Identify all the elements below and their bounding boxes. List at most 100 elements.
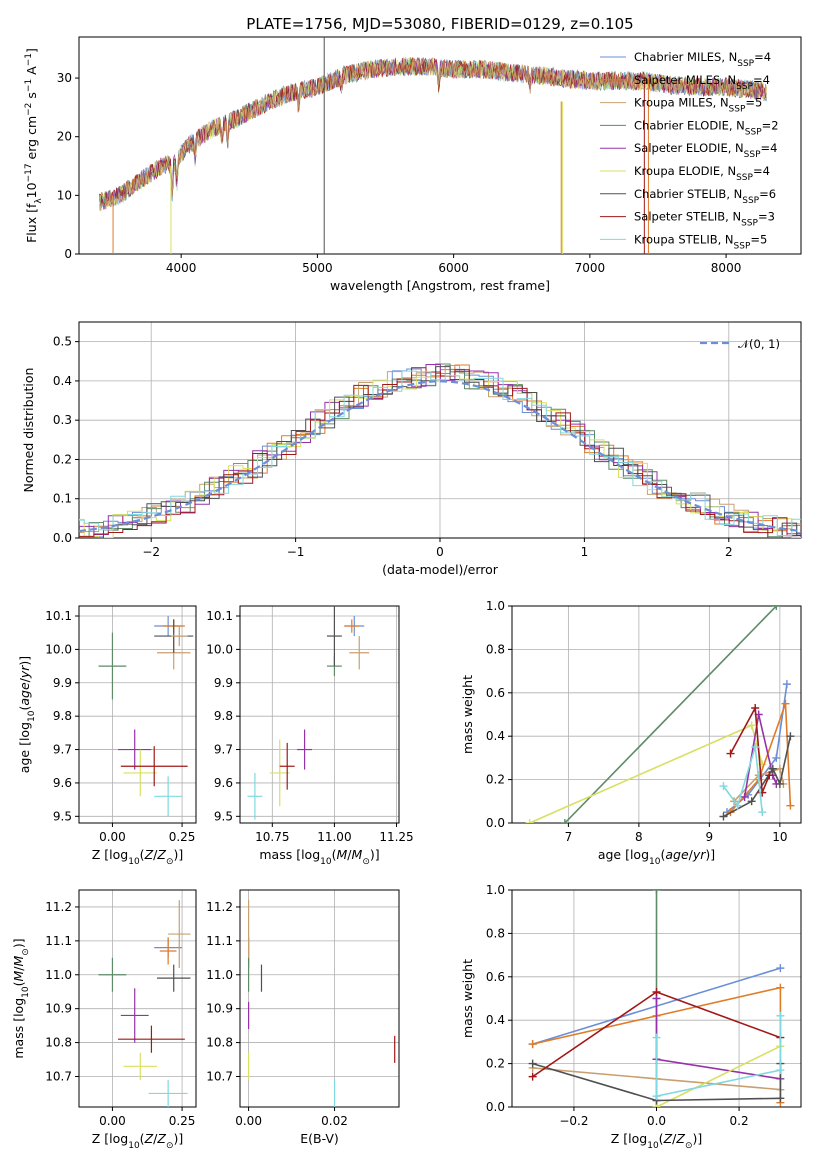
y-tick-label: 0.4 bbox=[53, 374, 72, 388]
x-tick-label: 4000 bbox=[166, 261, 197, 275]
mass_vs_Z-axes: 0.00 0.25 10.7 10.8 10.9 11.0 11.1 11.2 bbox=[45, 889, 197, 1128]
mass_vs_ebv-frame bbox=[239, 889, 400, 1108]
weight-marker-6-3 bbox=[775, 779, 784, 788]
figure-title: PLATE=1756, MJD=53080, FIBERID=0129, z=0… bbox=[246, 15, 633, 33]
weight-marker-2-0 bbox=[528, 1040, 537, 1049]
x-tick-label: 0 bbox=[436, 545, 444, 559]
y-axis-label: Flux [fλ10−17 erg cm−2 s−1 A−1] bbox=[24, 48, 44, 243]
y-tick-label: 0.3 bbox=[53, 413, 72, 427]
y-tick-label: 9.5 bbox=[214, 809, 233, 823]
y-axis-label: age [log10(age/yr)] bbox=[17, 656, 37, 773]
x-axis-label: Z [log10(Z/Z⊙)] bbox=[92, 1131, 184, 1151]
y-tick-label: 10.9 bbox=[45, 1002, 72, 1016]
x-axis-label: mass [log10(M/M⊙)] bbox=[259, 847, 379, 867]
weight_vs_Z-axes: −0.2 0.0 0.2 0.0 0.2 0.4 0.6 0.8 1.0 bbox=[486, 883, 802, 1128]
x-tick-label: 0.02 bbox=[321, 1114, 348, 1128]
weight-line-5 bbox=[656, 1045, 781, 1107]
y-tick-label: 0 bbox=[64, 247, 72, 261]
y-tick-label: 0.0 bbox=[486, 1100, 505, 1114]
weight-marker-0-1 bbox=[652, 890, 661, 894]
y-tick-label: 9.7 bbox=[53, 743, 72, 757]
legend-entry-5: Kroupa ELODIE, NSSP=4 bbox=[634, 164, 770, 183]
x-tick-label: −0.2 bbox=[559, 1114, 588, 1128]
weight-marker-7-0 bbox=[528, 1072, 537, 1081]
y-tick-label: 9.8 bbox=[214, 709, 233, 723]
weight-marker-5-0 bbox=[740, 792, 749, 801]
y-tick-label: 9.7 bbox=[214, 743, 233, 757]
weight-line-0 bbox=[564, 606, 777, 823]
weight-line-8 bbox=[655, 1015, 782, 1098]
x-axis-label: E(B-V) bbox=[300, 1131, 339, 1146]
x-tick-label: 2 bbox=[725, 545, 733, 559]
x-tick-label: 5000 bbox=[302, 261, 333, 275]
age_vs_mass-axes: 10.75 11.00 11.25 9.5 9.6 9.7 9.8 9.9 10.0 10.1 bbox=[206, 605, 414, 844]
legend-entry-0: Chabrier MILES, NSSP=4 bbox=[634, 50, 771, 69]
y-tick-label: 0.0 bbox=[486, 816, 505, 830]
y-tick-label: 10.8 bbox=[206, 1036, 233, 1050]
y-tick-label: 30 bbox=[57, 71, 72, 85]
y-tick-label: 0.5 bbox=[53, 335, 72, 349]
weight-marker-0-0 bbox=[560, 819, 569, 823]
x-tick-label: 11.00 bbox=[317, 830, 351, 844]
y-axis-label: mass weight bbox=[460, 675, 475, 754]
weight-marker-2-2 bbox=[776, 983, 785, 992]
residual-hist-1 bbox=[79, 364, 801, 538]
mass_vs_ebv-axes: 0.00 0.02 10.7 10.8 10.9 11.0 11.1 11.2 bbox=[206, 889, 400, 1128]
residual-hist-7 bbox=[79, 367, 801, 538]
weight-line-8 bbox=[722, 746, 763, 813]
x-tick-label: −1 bbox=[287, 545, 305, 559]
y-tick-label: 20 bbox=[57, 130, 72, 144]
age_vs_mass-frame bbox=[239, 605, 400, 824]
x-tick-label: 10.75 bbox=[255, 830, 289, 844]
x-tick-label: 9 bbox=[706, 830, 714, 844]
y-axis-label: Normed distribution bbox=[21, 368, 36, 493]
weight-marker-3-3 bbox=[786, 801, 795, 810]
weight-marker-1-0 bbox=[525, 819, 534, 823]
x-tick-label: 0.25 bbox=[169, 1114, 196, 1128]
y-axis-label: mass [log10(M/M⊙)] bbox=[11, 938, 31, 1058]
legend-entry-4: Salpeter ELODIE, NSSP=4 bbox=[634, 141, 777, 160]
y-tick-label: 9.9 bbox=[214, 676, 233, 690]
y-tick-label: 9.6 bbox=[53, 776, 72, 790]
y-tick-label: 10.9 bbox=[206, 1002, 233, 1016]
weight-marker-1-1 bbox=[747, 721, 756, 730]
weight-marker-6-1 bbox=[747, 797, 756, 806]
y-axis-label: mass weight bbox=[460, 959, 475, 1038]
x-tick-label: 0.25 bbox=[169, 830, 196, 844]
weight-marker-3-2 bbox=[781, 699, 790, 708]
y-tick-label: 0.8 bbox=[486, 642, 505, 656]
x-axis-label: (data-model)/error bbox=[382, 562, 499, 577]
residual-hist-3 bbox=[79, 363, 801, 538]
y-tick-label: 11.2 bbox=[206, 900, 233, 914]
x-axis-label: Z [log10(Z/Z⊙)] bbox=[92, 847, 184, 867]
y-tick-label: 10.7 bbox=[206, 1069, 233, 1083]
y-tick-label: 0.8 bbox=[486, 926, 505, 940]
y-tick-label: 9.8 bbox=[53, 709, 72, 723]
y-tick-label: 10.0 bbox=[45, 642, 72, 656]
age_vs_Z-frame bbox=[78, 605, 197, 824]
y-tick-label: 1.0 bbox=[486, 599, 505, 613]
x-tick-label: 10 bbox=[772, 830, 787, 844]
mass_vs_Z-frame bbox=[78, 889, 197, 1108]
y-tick-label: 10.0 bbox=[206, 642, 233, 656]
x-tick-label: 0.0 bbox=[647, 1114, 666, 1128]
weight_vs_age-lines bbox=[525, 606, 795, 823]
x-axis-label: wavelength [Angstrom, rest frame] bbox=[330, 278, 550, 293]
gaussian-legend-label: 𝒩(0, 1) bbox=[738, 337, 780, 351]
y-tick-label: 0.1 bbox=[53, 492, 72, 506]
legend-entry-7: Salpeter STELIB, NSSP=3 bbox=[634, 210, 775, 229]
y-tick-label: 10.1 bbox=[206, 609, 233, 623]
weight-marker-6-2 bbox=[768, 764, 777, 773]
y-tick-label: 0.2 bbox=[486, 1057, 505, 1071]
y-tick-label: 10.7 bbox=[45, 1069, 72, 1083]
weight-marker-2-3 bbox=[782, 680, 791, 689]
y-tick-label: 11.1 bbox=[45, 934, 72, 948]
x-axis-label: age [log10(age/yr)] bbox=[598, 847, 715, 867]
age_vs_Z-points bbox=[98, 616, 194, 817]
x-tick-label: 7 bbox=[565, 830, 573, 844]
y-tick-label: 10.1 bbox=[45, 609, 72, 623]
weight-marker-8-0 bbox=[652, 1033, 661, 1042]
y-tick-label: 11.0 bbox=[206, 968, 233, 982]
